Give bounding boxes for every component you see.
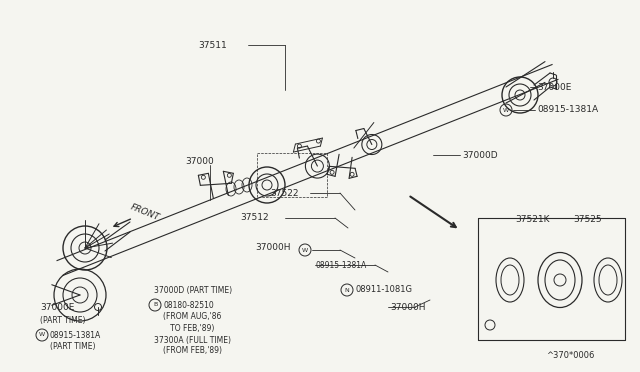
Text: W: W [39,333,45,337]
Text: FRONT: FRONT [129,202,161,222]
Text: N: N [344,288,349,292]
Text: 37511: 37511 [198,41,227,49]
Text: 37000H: 37000H [390,302,426,311]
Text: 37512: 37512 [240,214,269,222]
Text: 37000: 37000 [185,157,214,167]
Text: 37521K: 37521K [515,215,550,224]
Text: 37000E: 37000E [40,304,74,312]
Text: 37525: 37525 [573,215,602,224]
Text: B: B [153,302,157,308]
Text: 37300A (FULL TIME): 37300A (FULL TIME) [154,336,231,344]
Text: W: W [302,247,308,253]
Text: 37000D: 37000D [462,151,498,160]
Text: 37000H: 37000H [255,243,291,251]
Text: (FROM FEB,'89): (FROM FEB,'89) [163,346,222,356]
Text: (FROM AUG,'86: (FROM AUG,'86 [163,312,221,321]
Text: (PART TIME): (PART TIME) [50,341,95,350]
Text: 37000D (PART TIME): 37000D (PART TIME) [154,285,232,295]
Text: TO FEB,'89): TO FEB,'89) [163,324,214,333]
Text: 08180-82510: 08180-82510 [163,301,214,310]
Text: (PART TIME): (PART TIME) [40,315,86,324]
Text: W: W [503,108,509,112]
Text: 08915-1381A: 08915-1381A [50,330,101,340]
Text: 08915-1381A: 08915-1381A [537,106,598,115]
Text: 08911-1081G: 08911-1081G [355,285,412,295]
Text: 37000E: 37000E [537,83,572,92]
Text: ^370*0006: ^370*0006 [546,350,595,359]
Text: 08915-1381A: 08915-1381A [316,260,367,269]
Text: 37522: 37522 [270,189,298,198]
